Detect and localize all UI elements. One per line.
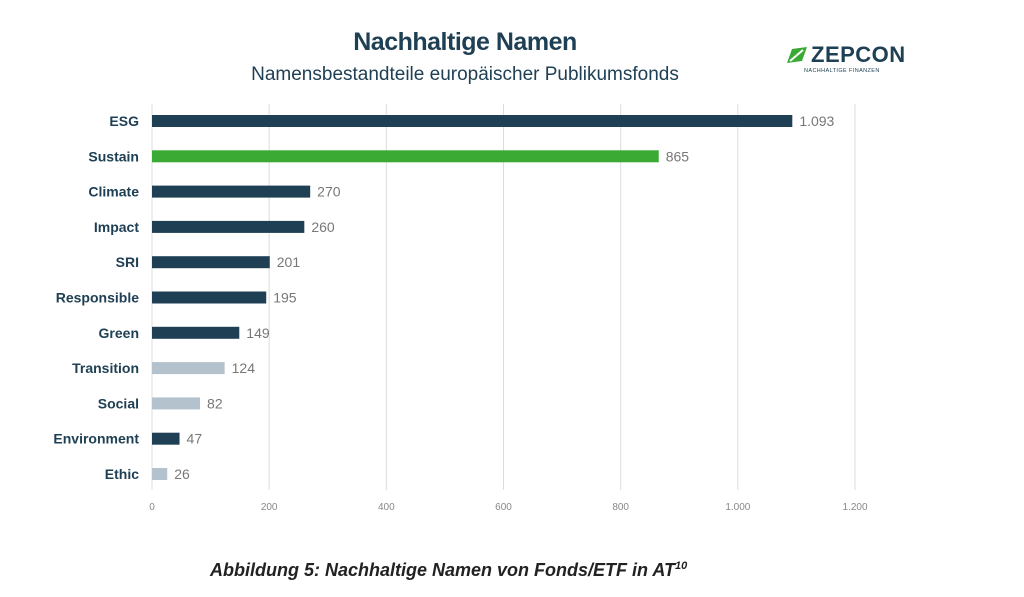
bar <box>152 150 659 163</box>
leaf-icon <box>787 47 807 63</box>
bar <box>152 432 180 445</box>
value-label: 195 <box>273 290 297 306</box>
category-label: Impact <box>94 219 139 235</box>
category-label: Transition <box>72 360 139 376</box>
category-label: Ethic <box>105 466 139 482</box>
category-label: Environment <box>53 431 139 447</box>
bar <box>152 468 168 480</box>
category-label: ESG <box>109 113 139 129</box>
value-label: 47 <box>187 431 203 447</box>
bar <box>152 397 201 410</box>
category-label: Green <box>99 325 139 341</box>
bar <box>152 256 270 269</box>
x-tick-label: 600 <box>495 502 512 513</box>
category-label: Sustain <box>88 148 139 164</box>
category-label: Responsible <box>56 290 139 306</box>
bar <box>152 185 311 198</box>
category-label: Social <box>98 395 139 411</box>
bar <box>152 362 225 375</box>
bar <box>152 326 240 339</box>
x-tick-label: 1.200 <box>842 502 867 513</box>
x-tick-label: 200 <box>261 502 278 513</box>
x-tick-label: 1.000 <box>725 502 750 513</box>
value-label: 260 <box>311 219 335 235</box>
value-label: 124 <box>232 360 256 376</box>
bar <box>152 115 793 127</box>
x-tick-label: 0 <box>149 502 155 513</box>
value-label: 201 <box>277 254 301 270</box>
x-tick-label: 400 <box>378 502 395 513</box>
category-label: Climate <box>88 184 139 200</box>
value-label: 865 <box>666 148 690 164</box>
x-tick-label: 800 <box>612 502 629 513</box>
bar <box>152 220 305 233</box>
logo-tagline: NACHHALTIGE FINANZEN <box>804 68 880 74</box>
value-label: 1.093 <box>799 113 834 129</box>
caption-footnote: 10 <box>675 560 688 572</box>
value-label: 26 <box>174 466 190 482</box>
value-label: 149 <box>246 325 270 341</box>
zepcon-logo: ZEPCON NACHHALTIGE FINANZEN <box>786 42 906 76</box>
bar <box>152 291 267 304</box>
caption-text: Abbildung 5: Nachhaltige Namen von Fonds… <box>210 560 676 580</box>
chart-title: Nachhaltige Namen <box>353 28 577 56</box>
value-label: 82 <box>207 395 223 411</box>
value-label: 270 <box>317 184 341 200</box>
logo-wordmark: ZEPCON <box>811 42 906 67</box>
figure-caption: Abbildung 5: Nachhaltige Namen von Fonds… <box>210 560 687 581</box>
category-label: SRI <box>116 254 139 270</box>
chart-subtitle: Namensbestandteile europäischer Publikum… <box>251 64 679 85</box>
